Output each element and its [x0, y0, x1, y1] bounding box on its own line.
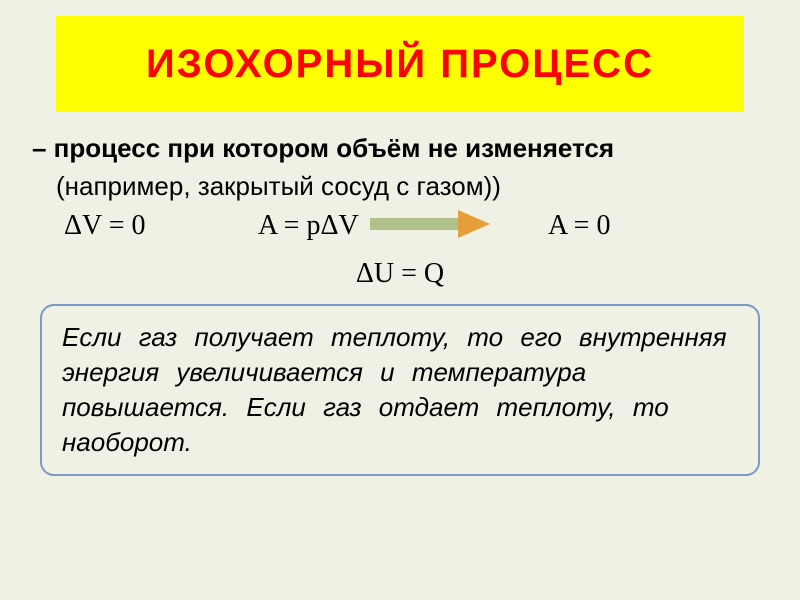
formula-seg-3: A = 0 — [548, 210, 610, 242]
formula-row-2: ΔU = Q — [32, 258, 768, 290]
formula-seg-1: ΔV = 0 — [64, 210, 146, 242]
slide-title: ИЗОХОРНЫЙ ПРОЦЕСС — [146, 42, 654, 87]
arrow-icon — [370, 210, 490, 238]
title-bar: ИЗОХОРНЫЙ ПРОЦЕСС — [56, 16, 744, 112]
formula-seg-2: A = pΔV — [258, 210, 359, 242]
definition-line-2: (например, закрытый сосуд с газом)) — [56, 170, 768, 204]
note-text: Если газ получает теплоту, то его внутре… — [62, 320, 738, 460]
note-box: Если газ получает теплоту, то его внутре… — [40, 304, 760, 476]
definition-line-1: – процесс при котором объём не изменяетс… — [32, 132, 768, 166]
slide: ИЗОХОРНЫЙ ПРОЦЕСС – процесс при котором … — [0, 0, 800, 600]
content-area: – процесс при котором объём не изменяетс… — [32, 132, 768, 476]
